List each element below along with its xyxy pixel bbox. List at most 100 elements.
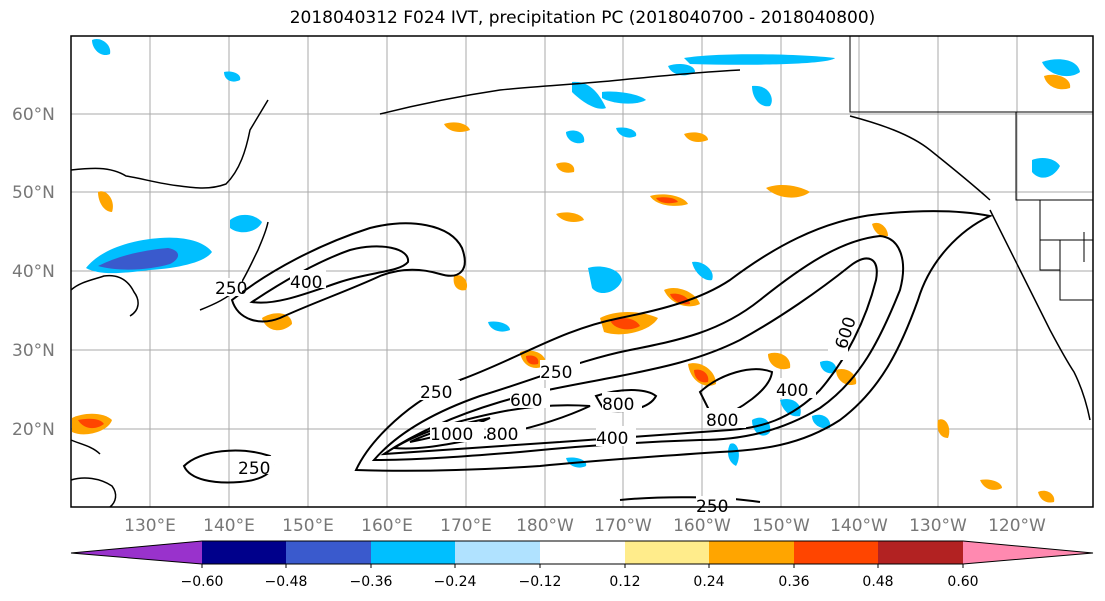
precip-positive-core [610, 318, 640, 330]
precip-positive-region [262, 313, 292, 331]
precip-positive-core [656, 197, 678, 204]
colorbar-tick-label: −0.36 [350, 574, 393, 590]
ivt-label: 800 [706, 411, 738, 431]
longitude-labels: 130°E 140°E 150°E 160°E 170°E 180°W 170°… [124, 516, 1046, 536]
precip-negative-region [728, 443, 739, 466]
map-frame [70, 35, 1094, 508]
ivt-label: 250 [238, 459, 270, 479]
precip-negative-region [812, 414, 831, 429]
precip-negative-region [488, 321, 510, 332]
lat-label: 50°N [12, 183, 55, 203]
ivt-label: 1000 [430, 425, 473, 445]
precip-negative-region [668, 64, 695, 76]
colorbar-segment [709, 541, 794, 564]
colorbar-tick-label: 0.12 [609, 574, 640, 590]
colorbar-segment [286, 541, 371, 564]
precip-positive-region [872, 222, 888, 237]
precip-positive-region [1044, 74, 1071, 90]
colorbar-tick-label: 0.24 [693, 574, 724, 590]
lon-label: 120°W [988, 516, 1046, 536]
colorbar-tick-label: 0.36 [778, 574, 809, 590]
ivt-label: 400 [596, 429, 628, 449]
colorbar-tick-label: −0.24 [434, 574, 477, 590]
precip-negative-region [684, 54, 835, 65]
precip-negative-region [616, 127, 637, 138]
lon-label: 180°W [516, 516, 574, 536]
precip-positive-region [768, 352, 791, 370]
colorbar: −0.60 −0.48 −0.36 −0.24 −0.12 0.12 0.24 … [70, 540, 1094, 590]
precip-negative-region [1042, 59, 1080, 77]
colorbar-segment [625, 541, 709, 564]
ivt-label: 400 [290, 273, 322, 293]
precip-positive-region [937, 419, 950, 438]
lon-label: 150°E [282, 516, 334, 536]
precip-positive-region [766, 185, 810, 198]
lat-label: 20°N [12, 420, 55, 440]
ivt-label: 400 [776, 381, 808, 401]
lat-label: 30°N [12, 341, 55, 361]
colorbar-tick-label: −0.12 [519, 574, 562, 590]
precip-negative-region [92, 38, 111, 56]
colorbar-segment [202, 541, 286, 564]
precip-positive-region [980, 479, 1002, 490]
colorbar-segment [540, 541, 625, 564]
precip-positive-region [453, 275, 468, 291]
lon-label: 160°W [673, 516, 731, 536]
ivt-contour-250 [354, 210, 994, 472]
lon-label: 160°E [361, 516, 413, 536]
lon-label: 170°W [594, 516, 652, 536]
colorbar-segment [455, 541, 540, 564]
ivt-label: 250 [215, 279, 247, 299]
lat-label: 40°N [12, 262, 55, 282]
colorbar-tick-label: −0.48 [265, 574, 308, 590]
colorbar-tick-label: −0.60 [181, 574, 224, 590]
coastlines [70, 69, 1091, 508]
precip-negative-region [566, 130, 585, 144]
colorbar-min-extension [71, 541, 202, 564]
lon-label: 140°W [830, 516, 888, 536]
precip-positive-region [444, 122, 470, 132]
precip-negative-region [572, 81, 606, 109]
ivt-label: 600 [510, 391, 542, 411]
lon-label: 130°W [909, 516, 967, 536]
colorbar-segment [794, 541, 878, 564]
ivt-label: 800 [602, 395, 634, 415]
precip-negative-region [820, 360, 837, 374]
precip-negative-region [588, 266, 622, 294]
precip-negative-region [752, 85, 772, 107]
precip-negative-region [692, 261, 713, 281]
ivt-label: 250 [420, 383, 452, 403]
colorbar-segment [371, 541, 455, 564]
ivt-contour-250 [230, 222, 466, 323]
precip-positive-region [556, 212, 584, 222]
precip-positive-region [98, 191, 113, 212]
ivt-contour-400 [249, 245, 409, 304]
colorbar-tick-label: 0.48 [862, 574, 893, 590]
colorbar-segment [878, 541, 963, 564]
ivt-label: 800 [486, 425, 518, 445]
precip-positive-region [556, 162, 575, 173]
lon-label: 170°E [440, 516, 492, 536]
precip-negative-core [98, 248, 179, 270]
lon-label: 150°W [752, 516, 810, 536]
precip-positive-core [78, 418, 104, 429]
precip-negative-region [230, 214, 262, 233]
ivt-labels: 250 400 250 250 250 600 800 1000 800 400… [215, 270, 861, 517]
colorbar-tick-label: 0.60 [947, 574, 978, 590]
precip-negative-region [780, 398, 801, 417]
precip-positive-region [1038, 490, 1055, 503]
precip-positive-core [694, 369, 709, 383]
ivt-contour-250 [619, 496, 761, 503]
ivt-label: 250 [540, 363, 572, 383]
precip-negative-region [224, 71, 241, 82]
lon-label: 130°E [124, 516, 176, 536]
latitude-labels: 60°N 50°N 40°N 30°N 20°N [12, 105, 55, 440]
map-title: 2018040312 F024 IVT, precipitation PC (2… [289, 8, 876, 28]
precip-negative-region [602, 91, 646, 104]
precip-positive-region [684, 132, 708, 142]
political-boundaries [849, 36, 1093, 301]
lat-label: 60°N [12, 105, 55, 125]
precip-negative-region [1032, 158, 1060, 178]
precip-positive-core [526, 355, 539, 365]
